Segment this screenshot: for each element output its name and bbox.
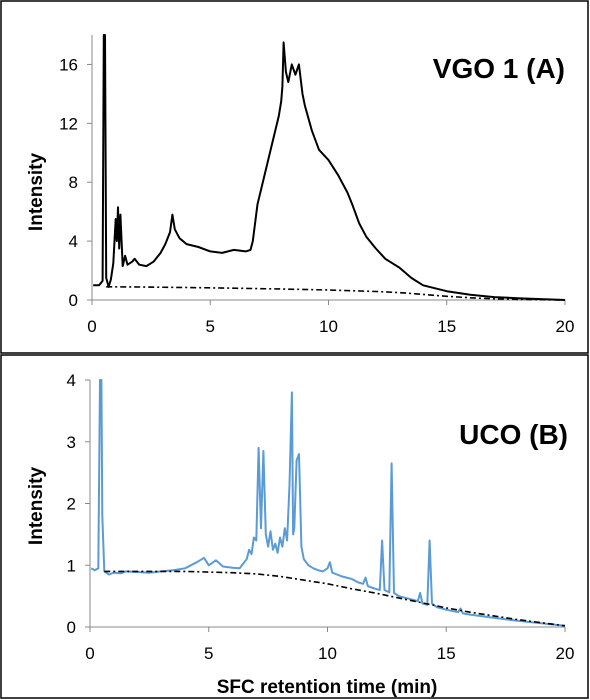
panel-a-frame xyxy=(0,0,589,354)
panel-a-y-axis-label: Intensity xyxy=(26,153,47,232)
x-tick-label: 15 xyxy=(437,644,456,663)
signal-series-line xyxy=(90,379,566,627)
x-axis-label: SFC retention time (min) xyxy=(217,677,438,698)
panel-b-chart: 0 1 2 3 4 0 5 10 15 20 xyxy=(67,371,575,663)
panel-b-y-axis-label: Intensity xyxy=(26,467,47,546)
y-tick-label: 16 xyxy=(59,55,78,74)
y-tick-label: 1 xyxy=(67,556,76,575)
x-tick-label: 0 xyxy=(85,644,94,663)
y-tick-label: 12 xyxy=(59,114,78,133)
panel-b-title: UCO (B) xyxy=(459,419,568,450)
y-tick-label: 8 xyxy=(69,173,78,192)
x-tick-label: 5 xyxy=(204,644,213,663)
x-tick-label: 0 xyxy=(87,317,96,336)
signal-series-line xyxy=(93,34,566,301)
baseline-series-line xyxy=(104,570,566,627)
panel-a-chart: 0 4 8 12 16 0 5 10 15 20 xyxy=(59,34,575,336)
y-tick-label: 4 xyxy=(67,371,76,390)
x-tick-label: 10 xyxy=(318,644,337,663)
y-tick-label: 3 xyxy=(67,433,76,452)
x-tick-label: 15 xyxy=(437,317,456,336)
x-tick-label: 20 xyxy=(556,317,575,336)
panel-b-frame xyxy=(0,354,589,699)
y-tick-label: 4 xyxy=(69,232,78,251)
y-tick-label: 0 xyxy=(69,291,78,310)
x-tick-label: 5 xyxy=(206,317,215,336)
y-tick-label: 0 xyxy=(67,618,76,637)
y-tick-label: 2 xyxy=(67,495,76,514)
x-tick-label: 20 xyxy=(556,644,575,663)
x-tick-label: 10 xyxy=(319,317,338,336)
panel-a-title: VGO 1 (A) xyxy=(433,53,565,84)
